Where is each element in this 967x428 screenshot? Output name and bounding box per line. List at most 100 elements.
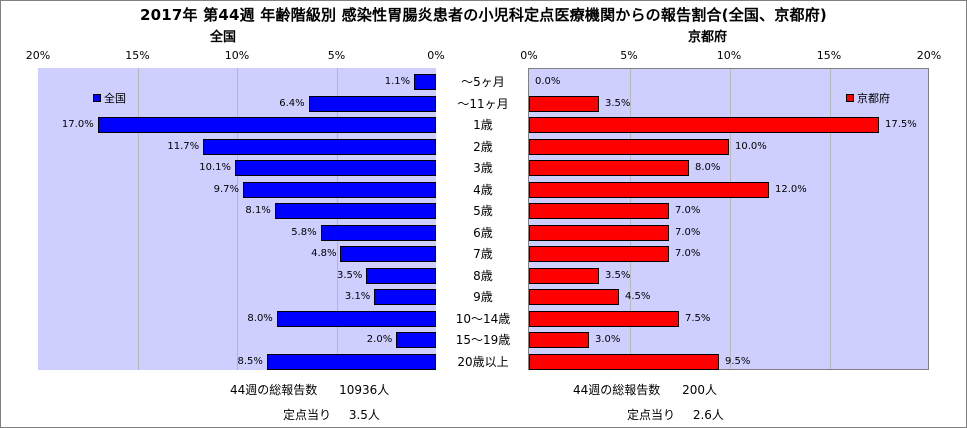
age-category-label: ～5ヶ月 <box>461 75 505 89</box>
bar-national <box>320 224 436 241</box>
bar-national <box>242 181 436 198</box>
value-label-kyoto: 17.5% <box>885 119 917 130</box>
bar-kyoto <box>529 267 599 284</box>
x-tick-label-kyoto: 15% <box>816 49 842 62</box>
bar-national <box>274 203 436 219</box>
value-label-kyoto: 7.5% <box>685 312 711 324</box>
age-category-label: 8歳 <box>473 268 493 283</box>
bar-kyoto <box>529 203 669 219</box>
value-label-national: 3.1% <box>344 291 371 302</box>
value-label-national: 17.0% <box>61 119 94 130</box>
bar-national <box>266 353 436 370</box>
value-label-national: 8.0% <box>247 312 273 324</box>
bar-national <box>374 289 436 305</box>
value-label-national: 10.1% <box>199 162 232 173</box>
value-label-kyoto: 9.5% <box>725 355 751 367</box>
legend-swatch-national <box>93 94 101 102</box>
gridline-national <box>137 68 139 370</box>
age-category-label: 1歳 <box>473 118 493 132</box>
panel-title-national: 全国 <box>210 30 237 45</box>
bar-kyoto <box>529 353 719 370</box>
bar-kyoto <box>529 160 689 176</box>
footer-national-per: 定点当り 3.5人 <box>283 406 380 423</box>
value-label-kyoto: 8.0% <box>695 162 721 173</box>
footer-kyoto-total-label: 44週の総報告数 <box>573 383 661 397</box>
footer-kyoto-per-label: 定点当り <box>627 408 676 422</box>
value-label-kyoto: 10.0% <box>735 140 767 152</box>
x-tick-label-national: 15% <box>125 49 150 62</box>
bar-kyoto <box>529 224 669 241</box>
bar-national <box>414 74 436 90</box>
gridline-kyoto <box>630 69 631 369</box>
bar-kyoto <box>529 289 619 305</box>
value-label-kyoto: 7.0% <box>675 226 701 238</box>
value-label-national: 3.5% <box>336 269 363 281</box>
footer-kyoto-total-value: 200人 <box>682 383 718 397</box>
footer-national-total-value: 10936人 <box>339 383 390 397</box>
chart-title: 2017年 第44週 年齢階級別 感染性胃腸炎患者の小児科定点医療機関からの報告… <box>139 6 827 24</box>
age-category-label: 10～14歳 <box>455 311 511 326</box>
bar-national <box>308 95 436 112</box>
gridline-kyoto <box>730 69 731 369</box>
bar-national <box>235 160 436 176</box>
x-tick-label-kyoto: 0% <box>520 49 538 62</box>
value-label-national: 1.1% <box>384 76 411 87</box>
x-tick-label-national: 20% <box>25 49 51 62</box>
x-tick-label-kyoto: 10% <box>716 49 742 62</box>
bar-national <box>340 246 436 262</box>
x-tick-label-national: 0% <box>427 49 445 62</box>
bar-kyoto <box>529 95 599 112</box>
value-label-national: 2.0% <box>366 334 393 345</box>
value-label-national: 4.8% <box>311 248 337 259</box>
x-tick-label-national: 5% <box>327 49 346 62</box>
footer-kyoto-total: 44週の総報告数 200人 <box>573 381 717 398</box>
bar-kyoto <box>529 138 729 155</box>
x-tick-label-kyoto: 20% <box>916 49 942 62</box>
age-category-label: 9歳 <box>473 290 493 304</box>
gridline-national <box>336 68 338 370</box>
bar-national <box>366 267 436 284</box>
value-label-kyoto: 7.0% <box>675 248 701 259</box>
footer-kyoto-per-value: 2.6人 <box>692 408 724 422</box>
bar-national <box>97 117 436 133</box>
age-category-label: ～11ヶ月 <box>457 96 509 111</box>
legend-label-kyoto: 京都府 <box>857 92 890 105</box>
footer-national-total: 44週の総報告数 10936人 <box>230 381 389 398</box>
age-category-label: 5歳 <box>473 204 493 218</box>
footer-national-total-label: 44週の総報告数 <box>230 383 318 397</box>
age-category-label: 4歳 <box>473 182 493 197</box>
value-label-kyoto: 7.0% <box>675 205 701 216</box>
legend-label-national: 全国 <box>104 92 126 105</box>
footer-national-per-label: 定点当り <box>283 408 332 422</box>
age-category-label: 2歳 <box>473 139 493 154</box>
value-label-kyoto: 3.5% <box>605 269 631 281</box>
bar-national <box>396 332 436 348</box>
age-category-label: 6歳 <box>473 225 493 240</box>
age-category-label: 3歳 <box>473 161 493 175</box>
x-tick-label-kyoto: 5% <box>620 49 638 62</box>
value-label-kyoto: 12.0% <box>775 183 807 195</box>
gridline-kyoto <box>830 69 831 369</box>
bar-kyoto <box>529 181 769 198</box>
bar-kyoto <box>529 117 879 133</box>
legend-kyoto: 京都府 <box>846 90 890 106</box>
value-label-national: 5.8% <box>291 226 317 238</box>
value-label-kyoto: 4.5% <box>625 291 651 302</box>
value-label-national: 8.5% <box>237 355 263 367</box>
value-label-national: 11.7% <box>167 140 200 152</box>
age-category-label: 15～19歳 <box>455 333 511 347</box>
bar-kyoto <box>529 332 589 348</box>
bar-national <box>276 310 436 327</box>
value-label-kyoto: 0.0% <box>535 76 561 87</box>
legend-swatch-kyoto <box>846 94 854 102</box>
gridline-national <box>237 68 238 370</box>
value-label-kyoto: 3.0% <box>595 334 621 345</box>
panel-title-kyoto: 京都府 <box>688 30 728 45</box>
value-label-national: 6.4% <box>279 97 305 109</box>
age-category-label: 20歳以上 <box>457 354 509 369</box>
value-label-national: 9.7% <box>213 183 239 195</box>
bar-national <box>203 138 436 155</box>
footer-national-per-value: 3.5人 <box>348 408 380 422</box>
bar-kyoto <box>529 310 679 327</box>
x-tick-label-national: 10% <box>224 49 250 62</box>
